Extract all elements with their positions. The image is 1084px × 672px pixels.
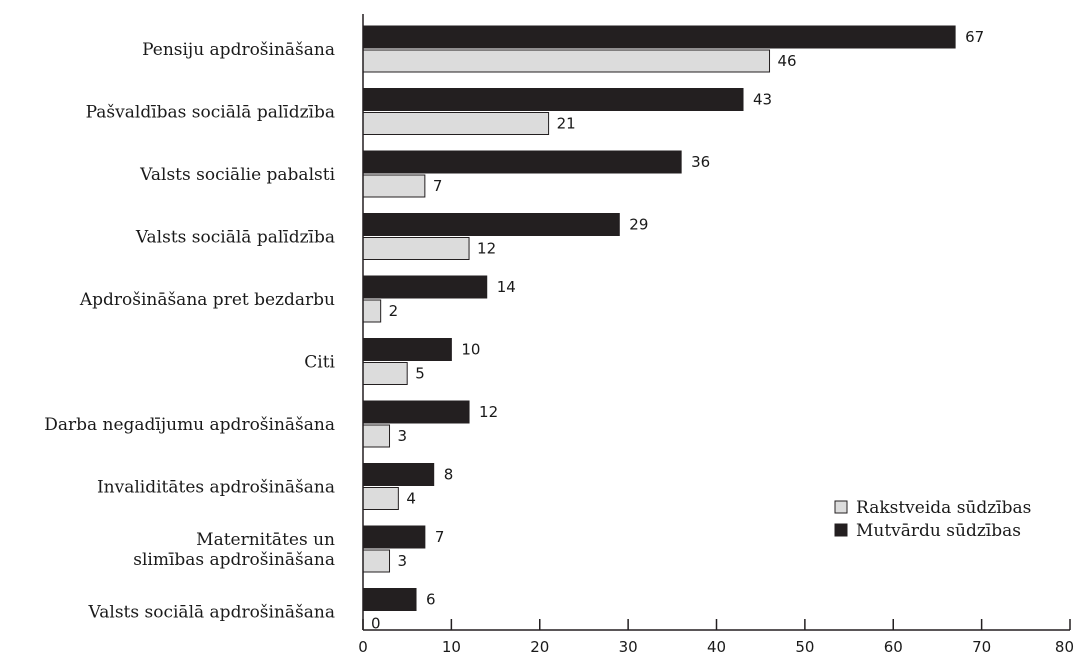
axes: 0 10 20 30 40 50 60 70 80 — [358, 14, 1074, 656]
value-label-rakstveida: 46 — [778, 52, 797, 70]
value-label-mutvardu: 67 — [965, 28, 984, 46]
value-label-mutvardu: 12 — [479, 403, 498, 421]
value-label-rakstveida: 5 — [415, 365, 425, 383]
bar-mutvardu — [362, 275, 488, 299]
bar-mutvardu — [362, 588, 417, 611]
x-tick-label: 60 — [884, 638, 903, 656]
legend-label: Mutvārdu sūdzības — [856, 521, 1021, 541]
value-label-rakstveida: 3 — [398, 427, 408, 445]
category-labels: Pensiju apdrošināšana Pašvaldības sociālā… — [44, 40, 335, 623]
value-label-mutvardu: 8 — [444, 466, 454, 484]
category-label: Apdrošināšana pret bezdarbu — [79, 290, 335, 310]
bar-mutvardu — [362, 338, 452, 361]
value-label-mutvardu: 36 — [691, 153, 710, 171]
value-label-mutvardu: 10 — [461, 341, 480, 359]
value-label-rakstveida: 2 — [389, 302, 399, 320]
category-label: Citi — [304, 353, 335, 373]
x-tick-label: 80 — [1055, 638, 1074, 656]
value-label-mutvardu: 7 — [435, 528, 445, 546]
category-label: Valsts sociālie pabalsti — [139, 165, 335, 185]
x-tick-label: 0 — [358, 638, 368, 656]
x-tick-label: 10 — [442, 638, 461, 656]
bar-mutvardu — [362, 88, 744, 111]
bar-mutvardu — [362, 25, 956, 49]
value-label-mutvardu: 29 — [629, 216, 648, 234]
bar-rakstveida — [362, 237, 470, 260]
bar-mutvardu — [362, 525, 426, 549]
bar-mutvardu — [362, 150, 682, 174]
legend-swatch — [834, 523, 848, 537]
bar-rakstveida — [362, 49, 771, 73]
bar-rakstveida — [362, 549, 391, 573]
value-label-rakstveida: 7 — [433, 177, 443, 195]
bar-mutvardu — [362, 463, 435, 486]
bar-mutvardu — [362, 213, 620, 236]
category-label: Pensiju apdrošināšana — [142, 40, 335, 60]
category-label: Invaliditātes apdrošināšana — [97, 478, 335, 498]
bar-mutvardu — [362, 400, 470, 424]
x-tick-label: 40 — [707, 638, 726, 656]
category-label: Pašvaldības sociālā palīdzība — [86, 103, 335, 123]
category-label: Valsts sociālā palīdzība — [135, 228, 335, 248]
category-label: Maternitātes un — [196, 530, 335, 550]
category-label: Valsts sociālā apdrošināšana — [88, 603, 335, 623]
legend-label: Rakstveida sūdzības — [856, 498, 1031, 518]
bar-rakstveida — [362, 112, 550, 135]
value-label-rakstveida: 0 — [371, 615, 381, 633]
value-label-mutvardu: 43 — [753, 91, 772, 109]
legend-swatch — [834, 500, 848, 514]
value-label-mutvardu: 6 — [426, 591, 436, 609]
value-label-rakstveida: 12 — [477, 240, 496, 258]
bar-rakstveida — [362, 362, 408, 385]
legend: Rakstveida sūdzības Mutvārdu sūdzības — [834, 498, 1031, 541]
bar-rakstveida — [362, 424, 391, 448]
x-tick-label: 70 — [972, 638, 991, 656]
value-label-rakstveida: 21 — [557, 115, 576, 133]
value-label-mutvardu: 14 — [497, 278, 516, 296]
x-tick-label: 20 — [530, 638, 549, 656]
bar-rakstveida — [362, 487, 399, 510]
bar-rakstveida — [362, 174, 426, 198]
bar-rakstveida — [362, 299, 382, 323]
category-label: Darba negadījumu apdrošināšana — [44, 415, 335, 435]
x-tick-label: 50 — [795, 638, 814, 656]
value-label-rakstveida: 3 — [398, 552, 408, 570]
value-label-rakstveida: 4 — [406, 490, 416, 508]
category-label: slimības apdrošināšana — [133, 550, 335, 570]
x-tick-label: 30 — [619, 638, 638, 656]
